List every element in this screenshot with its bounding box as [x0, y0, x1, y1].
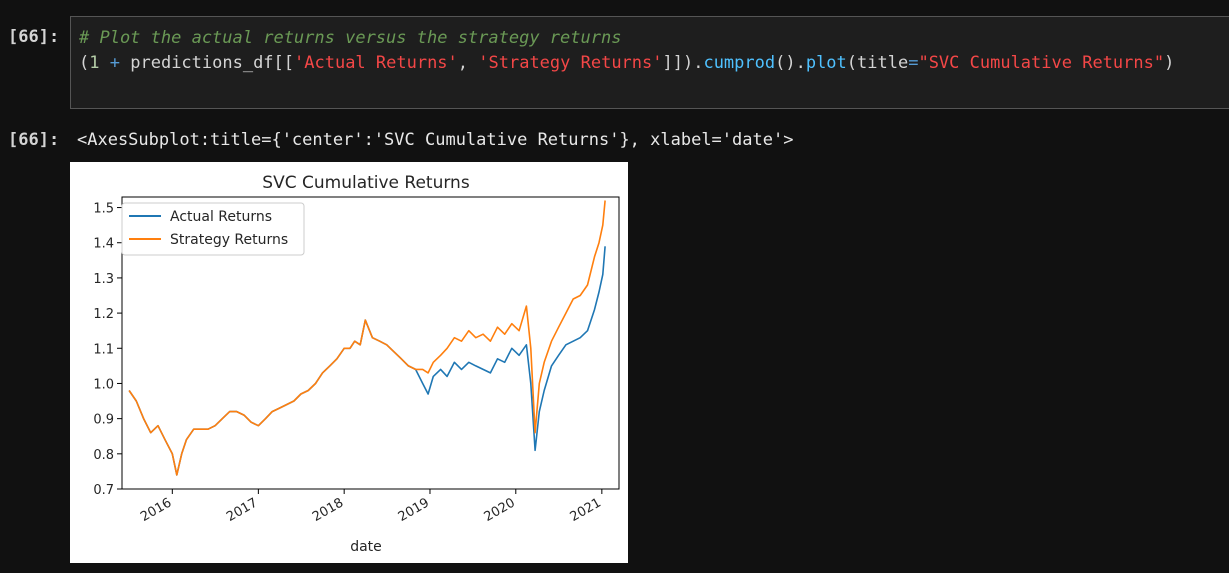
x-tick-label: 2018 [310, 495, 346, 525]
code-token-number: 1 [89, 53, 100, 73]
code-token-close: ]]). [662, 53, 704, 73]
chart-figure: SVC Cumulative Returns 0.7 0.8 0.9 1.0 1.1 1.… [70, 162, 628, 563]
x-axis-label: date [350, 539, 382, 555]
code-statement-line: (1 + predictions_df[['Actual Returns', '… [79, 53, 1174, 73]
x-tick-label: 2019 [396, 495, 432, 525]
y-tick-label: 1.3 [93, 272, 114, 287]
chart-title: SVC Cumulative Returns [262, 173, 470, 193]
code-token-equals: = [908, 53, 919, 73]
legend-label-actual: Actual Returns [170, 209, 272, 225]
legend-box [121, 202, 305, 256]
y-tick-label: 1.5 [93, 202, 114, 217]
code-token-open-paren: ( [79, 53, 90, 73]
code-token-plus: + [109, 53, 120, 73]
y-tick-label: 1.2 [93, 307, 114, 322]
code-token-title-kw: (title [846, 53, 909, 73]
code-token-end-paren: ) [1164, 53, 1175, 73]
y-tick-label: 0.8 [93, 448, 114, 463]
legend-label-strategy: Strategy Returns [170, 232, 288, 248]
y-tick-label: 1.0 [93, 377, 114, 392]
series-line-strategy-returns [128, 200, 606, 476]
output-text: <AxesSubplot:title={'center':'SVC Cumula… [77, 130, 794, 150]
code-cell-editor[interactable]: # Plot the actual returns versus the str… [70, 16, 1229, 109]
input-prompt: [66]: [8, 27, 60, 47]
code-token-plot: plot [805, 53, 847, 73]
code-token-title-value: "SVC Cumulative Returns" [918, 53, 1165, 73]
x-tick-label: 2016 [138, 495, 174, 525]
line-chart: SVC Cumulative Returns 0.7 0.8 0.9 1.0 1.1 1.… [93, 173, 620, 555]
x-tick-label: 2017 [224, 495, 260, 525]
code-token-comma: , [457, 53, 479, 73]
x-tick-label: 2020 [482, 495, 518, 525]
code-comment-line: # Plot the actual returns versus the str… [79, 28, 621, 48]
series-line-actual-returns [128, 246, 606, 476]
code-token-variable: predictions_df[[ [130, 53, 295, 73]
legend: Actual Returns Strategy Returns [121, 202, 305, 256]
output-prompt: [66]: [8, 130, 60, 150]
y-tick-label: 1.1 [93, 342, 114, 357]
plot-area-frame [121, 196, 620, 490]
y-tick-label: 0.7 [93, 483, 114, 498]
x-tick-label: 2021 [568, 495, 604, 525]
code-token-cumprod: cumprod [703, 53, 776, 73]
y-tick-label: 1.4 [93, 237, 114, 252]
y-tick-label: 0.9 [93, 413, 114, 428]
code-token-parens: (). [775, 53, 806, 73]
code-token-string-strategy: 'Strategy Returns' [478, 53, 663, 73]
code-token-string-actual: 'Actual Returns' [294, 53, 458, 73]
code-comment: # Plot the actual returns versus the str… [79, 28, 622, 48]
